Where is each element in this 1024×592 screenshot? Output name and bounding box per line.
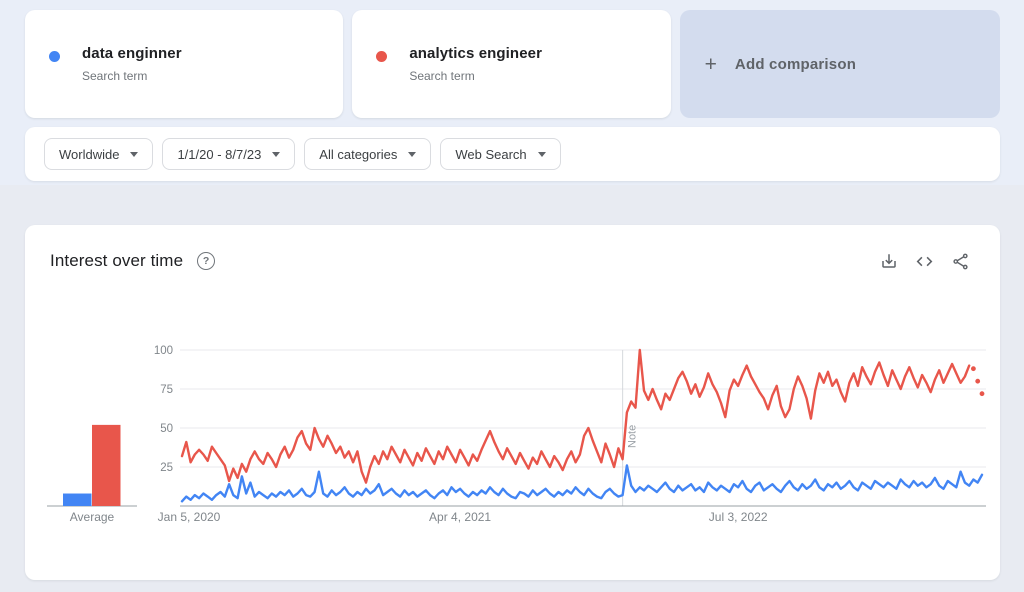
svg-text:Jan 5, 2020: Jan 5, 2020 [158,510,221,524]
chevron-down-icon [272,151,281,157]
chart-header: Interest over time ? [25,225,1000,271]
series-color-dot-blue [49,50,60,62]
svg-text:Apr 4, 2021: Apr 4, 2021 [429,510,491,524]
term-card-data-enginner[interactable]: data enginner Search term [25,10,344,118]
series-color-dot-red [376,50,388,62]
share-icon [953,253,968,269]
term-label: data enginner [82,45,182,62]
interest-over-time-chart[interactable]: 25 50 75 100 Note Average Jan 5, 2020 Apr 4, 20… [25,340,1000,540]
filter-bar: Worldwide 1/1/20 - 8/7/23 All categories… [25,127,1000,181]
term-type-label: Search term [82,69,148,83]
svg-text:50: 50 [160,423,173,435]
svg-text:Average: Average [70,510,115,524]
embed-code-icon [916,256,933,266]
add-comparison-button[interactable]: + Add comparison [679,10,1000,118]
download-button[interactable] [880,252,898,270]
svg-text:100: 100 [154,345,173,357]
share-button[interactable] [951,252,970,271]
term-card-text: data enginner Search term [82,45,182,83]
help-icon[interactable]: ? [197,252,216,270]
embed-button[interactable] [915,252,934,271]
region-dropdown[interactable]: Worldwide [44,138,154,170]
chart-title: Interest over time [50,251,184,270]
svg-text:Jul 3, 2022: Jul 3, 2022 [709,510,768,524]
term-label: analytics engineer [409,45,543,62]
search-type-dropdown[interactable]: Web Search [440,138,561,170]
term-type-label: Search term [409,69,475,83]
category-dropdown[interactable]: All categories [304,138,432,170]
chevron-down-icon [408,151,417,157]
svg-text:Note: Note [627,425,639,448]
svg-text:75: 75 [160,384,173,396]
term-card-analytics-engineer[interactable]: analytics engineer Search term [352,10,671,118]
search-type-dropdown-value: Web Search [455,146,527,162]
date-range-dropdown[interactable]: 1/1/20 - 8/7/23 [162,138,296,170]
add-comparison-label: Add comparison [734,55,857,73]
interest-over-time-card: Interest over time ? 25 50 75 100 Note Averag… [25,225,1000,580]
date-range-dropdown-value: 1/1/20 - 8/7/23 [177,146,262,162]
comparison-terms-row: data enginner Search term analytics engi… [25,10,1000,118]
chevron-down-icon [130,151,139,157]
svg-text:25: 25 [160,462,173,474]
term-card-text: analytics engineer Search term [409,45,542,83]
category-dropdown-value: All categories [319,146,398,162]
plus-icon: + [704,52,717,76]
download-icon [882,254,896,268]
region-dropdown-value: Worldwide [59,146,120,162]
chevron-down-icon [537,151,546,157]
